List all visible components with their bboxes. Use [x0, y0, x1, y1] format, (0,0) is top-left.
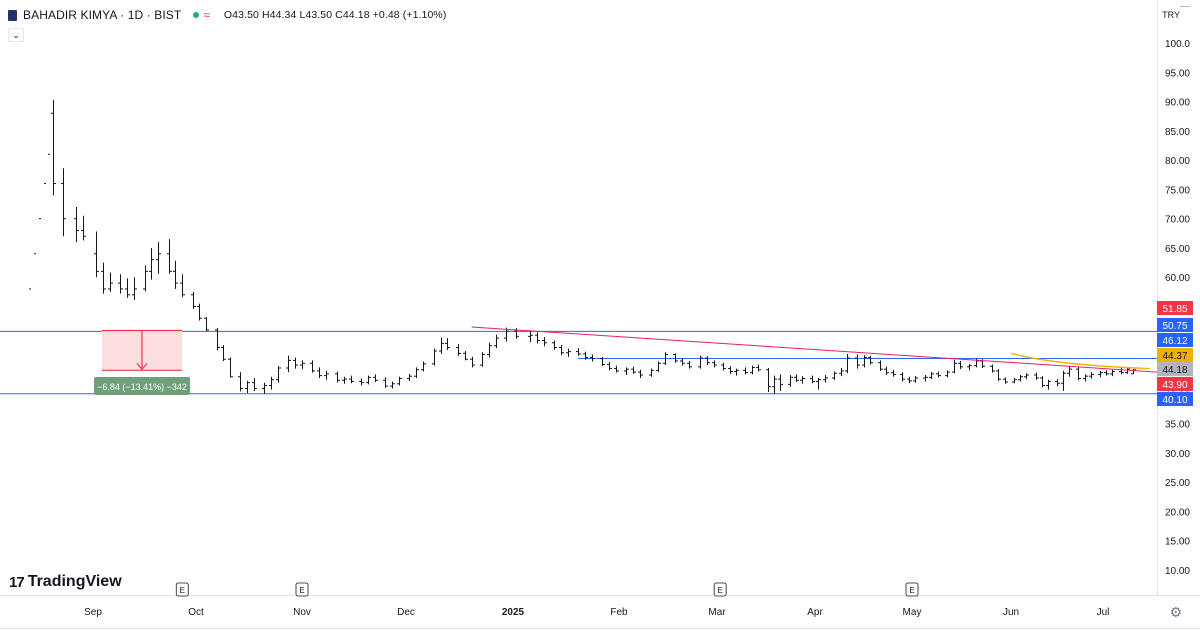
ohlc-readout: O43.50 H44.34 L43.50 C44.18 +0.48 (+1.10… — [224, 9, 447, 21]
market-status-icon — [193, 12, 199, 18]
tradingview-mark-icon: 17 — [9, 574, 24, 591]
currency-label[interactable]: TRY — [1162, 10, 1180, 20]
y-tick-label: 90.00 — [1165, 98, 1190, 109]
y-tick-label: 70.00 — [1165, 215, 1190, 226]
price-label: 44.18 — [1162, 365, 1187, 376]
x-tick-label: May — [903, 607, 922, 618]
y-tick-label: 20.00 — [1165, 507, 1190, 518]
wave-icon: ≈ — [203, 8, 210, 22]
x-tick-label: Feb — [610, 607, 628, 618]
x-tick-label: 2025 — [502, 607, 525, 618]
chevron-down-icon[interactable]: ⌄ — [8, 28, 24, 42]
tradingview-logo: 17 TradingView — [9, 573, 122, 591]
y-tick-label: 100.0 — [1165, 39, 1190, 50]
y-tick-label: 15.00 — [1165, 537, 1190, 548]
symbol-title[interactable]: BAHADIR KIMYA · 1D · BIST — [23, 8, 181, 22]
x-tick-label: Jun — [1003, 607, 1019, 618]
price-label: 51.85 — [1162, 304, 1187, 315]
x-tick-label: Oct — [188, 607, 204, 618]
y-tick-label: 80.00 — [1165, 156, 1190, 167]
x-tick-label: Jul — [1097, 607, 1110, 618]
earnings-marker-label: E — [299, 586, 304, 595]
earnings-marker-label: E — [909, 586, 914, 595]
price-label: 46.12 — [1162, 336, 1187, 347]
y-tick-label: 85.00 — [1165, 127, 1190, 138]
gear-icon[interactable]: ⚙ — [1169, 604, 1182, 621]
earnings-marker-label: E — [717, 586, 722, 595]
brand-name: TradingView — [28, 573, 122, 591]
y-tick-label: 65.00 — [1165, 244, 1190, 255]
y-tick-label: 30.00 — [1165, 449, 1190, 460]
price-label: 44.37 — [1162, 351, 1187, 362]
y-tick-label: 10.00 — [1165, 566, 1190, 577]
y-tick-label: 35.00 — [1165, 420, 1190, 431]
y-tick-label: 60.00 — [1165, 273, 1190, 284]
price-label: 40.10 — [1162, 395, 1187, 406]
measure-tool: −6.84 (−13.41%) −342 — [94, 331, 190, 395]
measure-label: −6.84 (−13.41%) −342 — [97, 382, 187, 392]
y-tick-label: 25.00 — [1165, 478, 1190, 489]
x-tick-label: Mar — [708, 607, 726, 618]
x-tick-label: Apr — [807, 607, 823, 618]
x-tick-label: Nov — [293, 607, 311, 618]
price-label: 50.75 — [1162, 321, 1187, 332]
x-tick-label: Sep — [84, 607, 102, 618]
y-tick-label: 95.00 — [1165, 68, 1190, 79]
earnings-marker-label: E — [180, 586, 185, 595]
symbol-logo-icon — [8, 10, 17, 21]
price-label: 43.90 — [1162, 380, 1187, 391]
y-tick-label: 75.00 — [1165, 185, 1190, 196]
x-tick-label: Dec — [397, 607, 415, 618]
resize-handle[interactable] — [1180, 0, 1190, 7]
chart-header: BAHADIR KIMYA · 1D · BIST ≈ O43.50 H44.3… — [8, 6, 446, 24]
